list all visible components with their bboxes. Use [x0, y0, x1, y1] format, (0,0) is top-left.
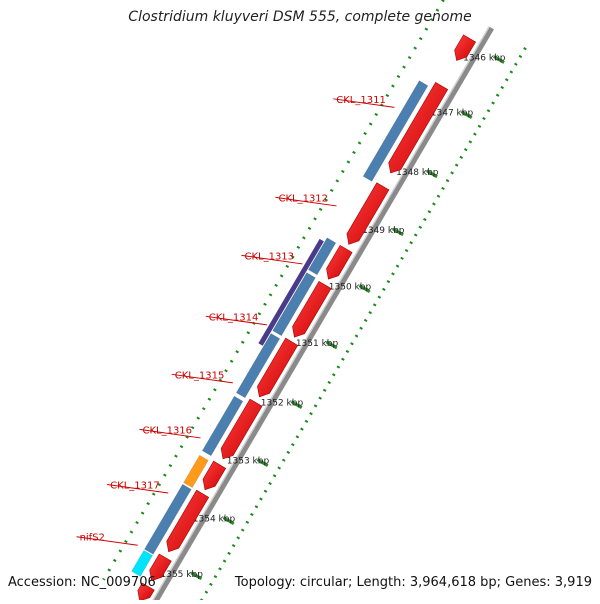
special-feature-bar — [131, 549, 153, 577]
label-leader-line — [171, 373, 233, 384]
cds-bar — [144, 483, 192, 555]
tick-mark — [190, 571, 203, 581]
tick-label: 1347 kbp — [431, 109, 474, 119]
tick-mark — [425, 169, 438, 179]
other-cds-bar — [258, 238, 324, 346]
gene-arrow — [454, 34, 477, 61]
rna-bar — [183, 454, 209, 489]
label-leader-line — [333, 98, 395, 108]
gene-label: CKL_1316 — [142, 425, 192, 436]
label-leader-line — [107, 484, 169, 494]
gene-label: CKL_1313 — [244, 251, 294, 262]
label-leader-line — [275, 196, 337, 207]
tick-label: 1350 kbp — [329, 283, 372, 293]
tick-label: 1346 kbp — [463, 54, 506, 64]
gene-arrow — [346, 182, 390, 245]
cds-bar — [235, 333, 281, 399]
tick-label: 1351 kbp — [296, 339, 339, 349]
tick-label: 1354 kbp — [193, 515, 236, 525]
tick-mark — [325, 340, 338, 350]
gene-arrow — [220, 398, 263, 460]
gene-arrow — [202, 460, 227, 491]
tick-label: 1349 kbp — [362, 226, 405, 236]
tick-mark — [222, 516, 235, 525]
map-title: Clostridium kluyveri DSM 555, complete g… — [128, 9, 472, 25]
gene-arrow — [388, 81, 449, 174]
accession-text: Accession: NC_009706 — [8, 575, 156, 590]
tick-label: 1353 kbp — [227, 457, 270, 467]
gene-label: CKL_1312 — [278, 193, 328, 204]
gene-arrow — [149, 553, 172, 582]
backbone-line — [151, 26, 494, 604]
tick-mark — [256, 458, 269, 467]
label-leader-line — [76, 536, 138, 546]
tick-mark — [290, 400, 303, 409]
cds-bar — [362, 80, 429, 182]
label-leader-line — [205, 315, 267, 326]
backbone-highlight — [149, 26, 490, 604]
tick-mark — [358, 284, 371, 293]
gene-label: CKL_1315 — [175, 370, 225, 381]
gene-arrow — [166, 489, 210, 553]
gene-arrow — [292, 280, 332, 338]
label-leader-line — [139, 428, 201, 439]
cds-bar — [307, 237, 337, 276]
tick-label: 1348 kbp — [396, 168, 439, 178]
label-leader-line — [241, 254, 303, 265]
dotted-track-outer — [197, 47, 527, 604]
dotted-track-inner — [102, 0, 445, 581]
topology-text: Topology: circular; Length: 3,964,618 bp… — [234, 575, 592, 590]
gene-label: nifS2 — [80, 533, 105, 544]
gene-arrow — [137, 582, 155, 602]
tick-mark — [391, 227, 404, 237]
cds-bar — [272, 272, 316, 337]
gene-label: CKL_1317 — [110, 481, 160, 492]
gene-arrow — [257, 337, 299, 398]
gene-label: CKL_1311 — [336, 95, 386, 106]
tick-mark — [460, 110, 473, 119]
gene-arrow — [326, 244, 353, 280]
tick-label: 1355 kbp — [161, 570, 204, 580]
cds-bar — [201, 395, 244, 457]
tick-label: 1352 kbp — [261, 399, 304, 409]
tick-mark — [492, 55, 505, 64]
gene-label: CKL_1314 — [209, 312, 259, 323]
